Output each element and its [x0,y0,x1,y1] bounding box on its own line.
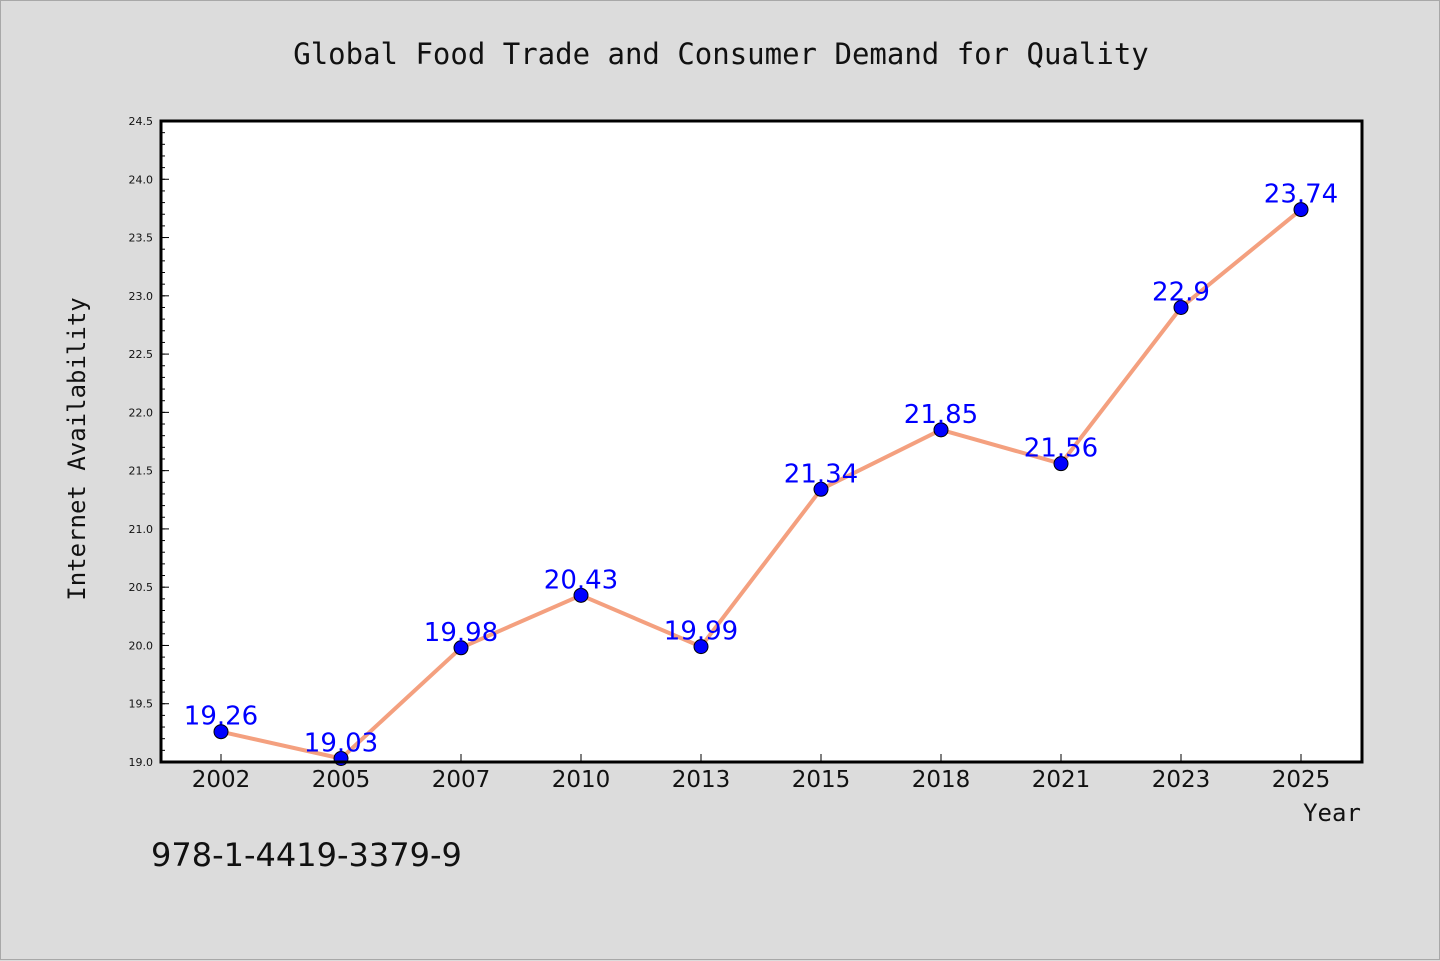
y-tick-label: 22.0 [129,406,154,419]
data-value-label: 20.43 [544,565,618,595]
y-tick-label: 24.0 [129,173,154,186]
data-point-marker [1173,299,1189,315]
data-point-marker [573,587,589,603]
y-tick-label: 23.0 [129,290,154,303]
y-tick-label: 22.5 [129,348,154,361]
y-tick-label: 21.5 [129,465,154,478]
data-point-marker [933,422,949,438]
data-point-marker [213,724,229,740]
data-value-label: 21.34 [784,459,858,489]
data-value-label: 19.99 [664,617,738,647]
x-tick-label: 2005 [312,767,371,793]
plot-area [161,121,1362,762]
data-value-label: 19.98 [424,618,498,648]
data-point-marker [813,481,829,497]
x-tick-label: 2015 [792,767,851,793]
y-tick-label: 19.5 [129,698,154,711]
data-labels: 19.26 19.03 19.98 20.43 19.99 21.34 21.85 21.56… [184,180,1338,759]
isbn-annotation: 978-1-4419-3379-9 [151,836,462,874]
plot-frame [159,119,1364,764]
data-value-label: 22.9 [1152,277,1210,307]
chart-title: Global Food Trade and Consumer Demand fo… [293,37,1149,71]
x-axis-label: Year [1303,799,1361,827]
y-tick-label: 20.5 [129,581,154,594]
y-tick-label: 21.0 [129,523,154,536]
y-tick-label: 19.0 [129,756,154,769]
data-value-label: 21.56 [1024,434,1098,464]
data-point-marker [693,639,709,655]
x-tick-label: 2013 [672,767,731,793]
y-tick-label: 23.5 [129,232,154,245]
data-point-marker [453,640,469,656]
data-point-marker [1293,202,1309,218]
data-value-label: 19.26 [184,702,258,732]
data-point-marker [1053,456,1069,472]
y-tick-label: 20.0 [129,639,154,652]
x-tick-label: 2010 [552,767,611,793]
x-tick-label: 2025 [1272,767,1331,793]
data-value-label: 21.85 [904,400,978,430]
x-tick-label: 2018 [912,767,971,793]
x-tick-label: 2002 [192,767,251,793]
x-tick-label: 2023 [1152,767,1211,793]
axis-ticks: 19.0 19.5 20.0 20.5 21.0 21.5 22.0 22.5 23.0 23.5… [129,115,1331,793]
y-axis-label: Internet Availability [63,297,91,600]
data-series [213,202,1309,767]
x-tick-label: 2021 [1032,767,1091,793]
data-value-label: 19.03 [304,729,378,759]
series-line [219,207,1303,761]
x-tick-label: 2007 [432,767,491,793]
data-value-label: 23.74 [1264,180,1338,210]
y-tick-label: 24.5 [129,115,154,128]
